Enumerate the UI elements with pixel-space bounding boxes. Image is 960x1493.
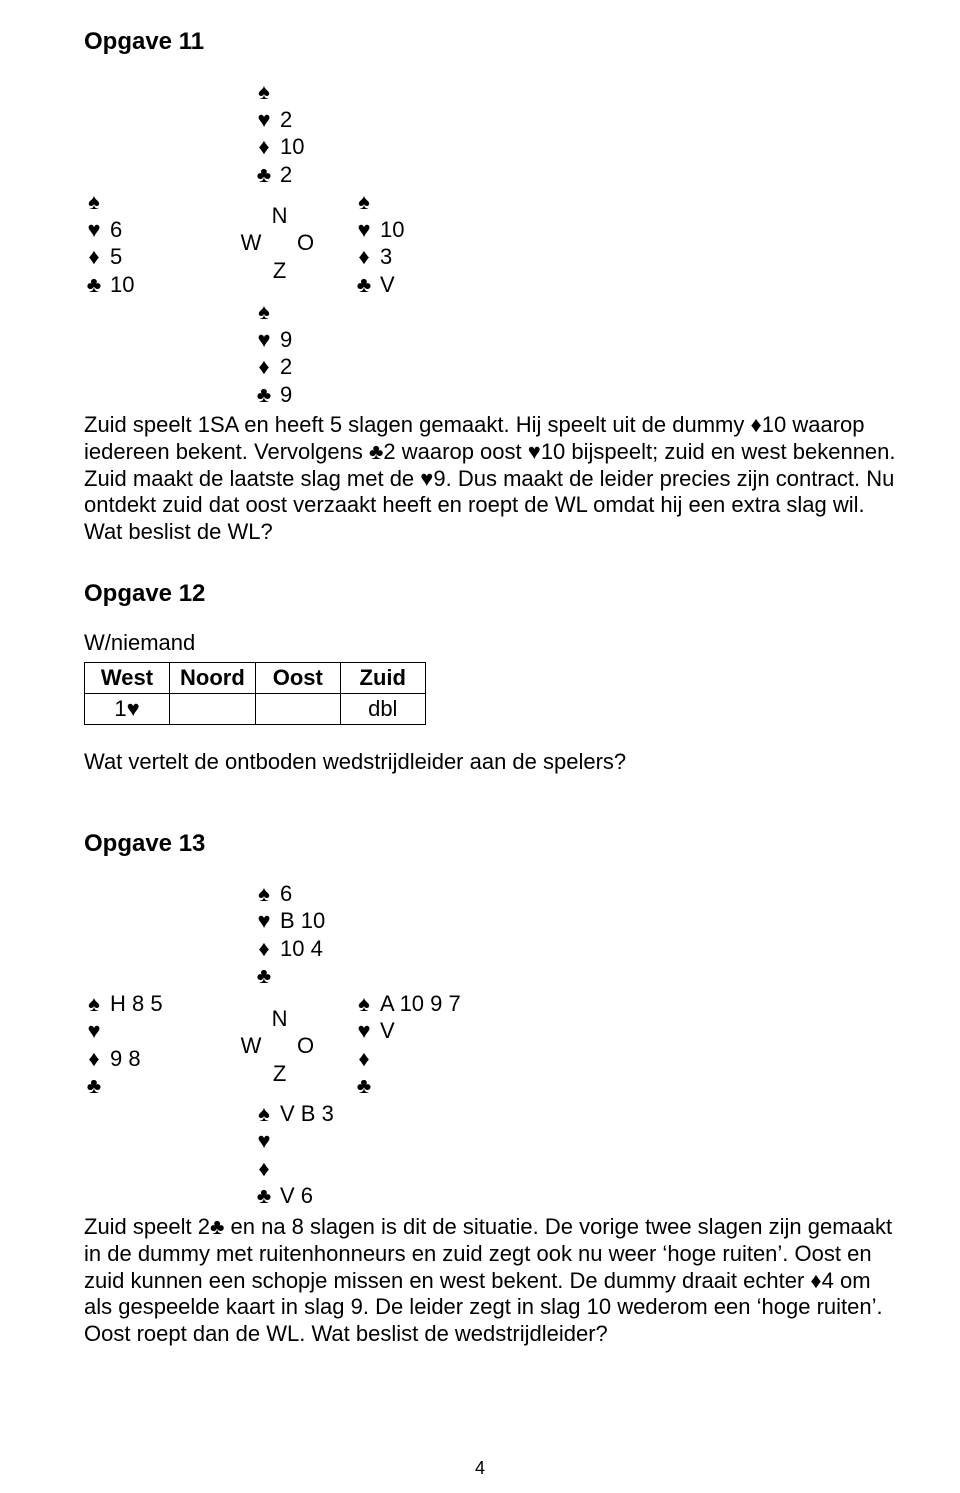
heart-icon: ♥ <box>254 106 274 134</box>
compass-z: Z <box>268 258 291 283</box>
club-icon: ♣ <box>369 439 383 464</box>
opgave12-question: Wat vertelt de ontboden wedstrijdleider … <box>84 749 896 776</box>
opgave11-south: ♠ ♥9 ♦2 ♣9 <box>254 298 896 408</box>
card-value: 2 <box>280 106 292 134</box>
card-value: 10 <box>380 216 404 244</box>
diamond-icon: ♦ <box>254 1155 274 1183</box>
card-value: 5 <box>110 243 122 271</box>
bidding-header-oost: Oost <box>255 663 340 694</box>
opgave11-north: ♠ ♥2 ♦10 ♣2 <box>254 78 896 188</box>
card-value: V B 3 <box>280 1100 334 1128</box>
spade-icon: ♠ <box>254 880 274 908</box>
opgave13-text: Zuid speelt 2♣ en na 8 slagen is dit de … <box>84 1214 896 1348</box>
card-value: 9 <box>280 326 292 354</box>
opgave12-dealer-vul: W/niemand <box>84 630 896 656</box>
opgave11-title: Opgave 11 <box>84 28 896 56</box>
card-value: A 10 9 7 <box>380 990 461 1018</box>
spade-icon: ♠ <box>254 298 274 326</box>
card-value: 9 <box>280 381 292 409</box>
spade-icon: ♠ <box>354 990 374 1018</box>
spade-icon: ♠ <box>254 78 274 106</box>
compass-w: W <box>236 1033 266 1058</box>
card-value: 2 <box>280 161 292 189</box>
diamond-icon: ♦ <box>84 1045 104 1073</box>
card-value: 3 <box>380 243 392 271</box>
bidding-row: 1♥ dbl <box>85 694 426 725</box>
card-value: B 10 <box>280 907 325 935</box>
heart-icon: ♥ <box>354 1017 374 1045</box>
opgave11-middle-row: ♠ ♥6 ♦5 ♣10 N WO Z ♠ ♥10 ♦3 ♣V <box>84 188 896 298</box>
club-icon: ♣ <box>354 271 374 299</box>
bidding-header-zuid: Zuid <box>340 663 425 694</box>
opgave13-title: Opgave 13 <box>84 830 896 858</box>
compass-w: W <box>236 230 266 255</box>
compass-z: Z <box>268 1061 291 1086</box>
spade-icon: ♠ <box>354 188 374 216</box>
club-icon: ♣ <box>84 271 104 299</box>
heart-icon: ♥ <box>528 439 541 464</box>
compass: N W O Z <box>234 1004 320 1088</box>
heart-icon: ♥ <box>84 1017 104 1045</box>
heart-icon: ♥ <box>254 1127 274 1155</box>
diamond-icon: ♦ <box>751 412 762 437</box>
spade-icon: ♠ <box>254 1100 274 1128</box>
opgave12-title: Opgave 12 <box>84 580 896 608</box>
diamond-icon: ♦ <box>254 353 274 381</box>
compass: N W O Z <box>234 201 320 285</box>
card-value: 2 <box>280 353 292 381</box>
heart-icon: ♥ <box>254 907 274 935</box>
page: Opgave 11 ♠ ♥2 ♦10 ♣2 ♠ ♥6 ♦5 ♣10 N WO Z… <box>0 0 960 1493</box>
diamond-icon: ♦ <box>254 133 274 161</box>
heart-icon: ♥ <box>354 216 374 244</box>
heart-icon: ♥ <box>84 216 104 244</box>
diamond-icon: ♦ <box>84 243 104 271</box>
bidding-table: West Noord Oost Zuid 1♥ dbl <box>84 662 426 725</box>
card-value: 6 <box>110 216 122 244</box>
heart-icon: ♥ <box>254 326 274 354</box>
club-icon: ♣ <box>210 1214 224 1239</box>
club-icon: ♣ <box>84 1072 104 1100</box>
page-number: 4 <box>0 1458 960 1479</box>
spade-icon: ♠ <box>84 188 104 216</box>
diamond-icon: ♦ <box>354 1045 374 1073</box>
club-icon: ♣ <box>254 161 274 189</box>
opgave13-south: ♠V B 3 ♥ ♦ ♣V 6 <box>254 1100 896 1210</box>
diamond-icon: ♦ <box>810 1268 821 1293</box>
club-icon: ♣ <box>254 381 274 409</box>
card-value: 9 8 <box>110 1045 141 1073</box>
opgave13-north: ♠6 ♥B 10 ♦10 4 ♣ <box>254 880 896 990</box>
compass-n: N <box>268 203 291 228</box>
bidding-header-noord: Noord <box>170 663 256 694</box>
club-icon: ♣ <box>254 962 274 990</box>
compass-n: N <box>268 1006 291 1031</box>
heart-icon: ♥ <box>420 466 433 491</box>
opgave13-middle-row: ♠H 8 5 ♥ ♦9 8 ♣ N WO Z ♠A 10 9 7 ♥V ♦ ♣ <box>84 990 896 1100</box>
card-value: V <box>380 271 395 299</box>
compass-o: O <box>293 230 318 255</box>
spade-icon: ♠ <box>84 990 104 1018</box>
diamond-icon: ♦ <box>254 935 274 963</box>
card-value: 10 <box>280 133 304 161</box>
club-icon: ♣ <box>254 1182 274 1210</box>
card-value: 10 4 <box>280 935 323 963</box>
bidding-header-west: West <box>85 663 170 694</box>
opgave11-text: Zuid speelt 1SA en heeft 5 slagen gemaak… <box>84 412 896 546</box>
card-value: 6 <box>280 880 292 908</box>
heart-icon: ♥ <box>127 696 140 721</box>
card-value: V <box>380 1017 395 1045</box>
card-value: V 6 <box>280 1182 313 1210</box>
card-value: 10 <box>110 271 134 299</box>
compass-o: O <box>293 1033 318 1058</box>
card-value: H 8 5 <box>110 990 163 1018</box>
club-icon: ♣ <box>354 1072 374 1100</box>
diamond-icon: ♦ <box>354 243 374 271</box>
